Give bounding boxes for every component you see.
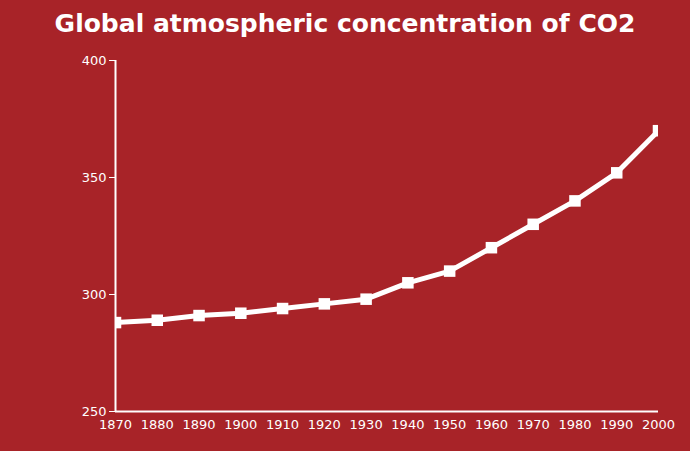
svg-text:400: 400 (82, 53, 107, 68)
svg-text:2000: 2000 (642, 417, 675, 432)
svg-text:350: 350 (82, 170, 107, 185)
svg-text:1950: 1950 (433, 417, 466, 432)
svg-text:250: 250 (81, 403, 107, 419)
svg-text:1990: 1990 (600, 417, 633, 432)
svg-text:1920: 1920 (308, 417, 341, 432)
svg-text:1890: 1890 (182, 417, 215, 432)
svg-text:1880: 1880 (141, 417, 174, 432)
svg-text:1900: 1900 (224, 417, 257, 432)
svg-text:1940: 1940 (391, 417, 424, 432)
svg-text:1910: 1910 (266, 417, 299, 432)
svg-text:1930: 1930 (350, 417, 383, 432)
svg-text:1970: 1970 (517, 417, 550, 432)
svg-text:1980: 1980 (558, 417, 591, 432)
svg-text:300: 300 (82, 287, 107, 302)
html-text:Global atmospheric concentrati: Global atmospheric concentration of CO2 (54, 9, 636, 38)
svg-text:1960: 1960 (475, 417, 508, 432)
svg-text:1870: 1870 (99, 417, 132, 432)
